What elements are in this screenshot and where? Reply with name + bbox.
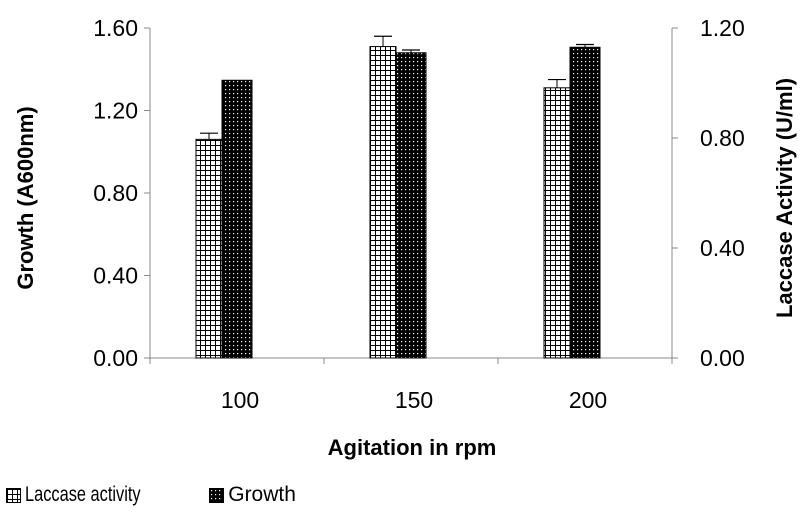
legend-item-growth: Growth	[209, 483, 296, 507]
y-axis-title-left: Growth (A600nm)	[13, 106, 38, 289]
y-tick-label-left: 0.80	[93, 180, 138, 206]
bar-laccase-200	[543, 87, 571, 359]
legend-swatch-grid	[6, 487, 21, 503]
y-tick-label-right: 0.40	[700, 235, 745, 261]
x-axis-title: Agitation in rpm	[328, 435, 497, 460]
y-tick-label-left: 0.40	[93, 263, 138, 289]
x-tick-label-100: 100	[221, 387, 259, 413]
bar-growth-200	[569, 46, 601, 359]
legend-label-laccase: Laccase activity	[25, 483, 141, 506]
bar-growth-100	[221, 79, 253, 359]
y-tick-label-left: 0.00	[93, 345, 138, 371]
chart-canvas: 0.00 0.40 0.80 1.20 1.60 0.00 0.40 0.80 1.20 100 1…	[13, 15, 797, 460]
legend: Laccase activity Growth	[6, 478, 332, 512]
bar-laccase-100	[195, 138, 223, 359]
bar-laccase-150	[369, 46, 397, 359]
y-tick-label-right: 0.00	[700, 345, 745, 371]
labels: 0.00 0.40 0.80 1.20 1.60 0.00 0.40 0.80 1.20 100 1…	[13, 15, 797, 460]
legend-swatch-dots	[209, 487, 225, 503]
y-tick-label-right: 0.80	[700, 125, 745, 151]
legend-label-growth: Growth	[228, 483, 296, 506]
bar-growth-150	[395, 52, 427, 359]
y-tick-label-right: 1.20	[700, 15, 745, 41]
y-tick-label-left: 1.20	[93, 98, 138, 124]
x-tick-label-150: 150	[395, 387, 433, 413]
x-tick-label-200: 200	[569, 387, 607, 413]
y-axis-title-right: Laccase Activity (U/ml)	[772, 78, 797, 318]
y-tick-label-left: 1.60	[93, 15, 138, 41]
bars	[195, 35, 601, 359]
legend-item-laccase: Laccase activity	[6, 483, 173, 507]
